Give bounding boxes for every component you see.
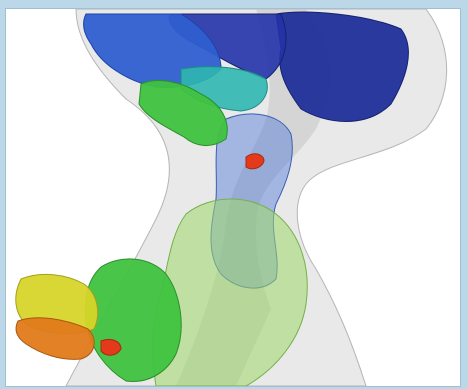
3d-viewport[interactable] — [5, 8, 461, 387]
dark-blue-segment — [275, 11, 409, 122]
3d-scene[interactable] — [6, 9, 460, 386]
orange-segment — [15, 317, 95, 360]
green-segment-upper — [138, 80, 228, 146]
red-segment-small — [245, 153, 265, 170]
red-segment-lower — [100, 338, 122, 356]
